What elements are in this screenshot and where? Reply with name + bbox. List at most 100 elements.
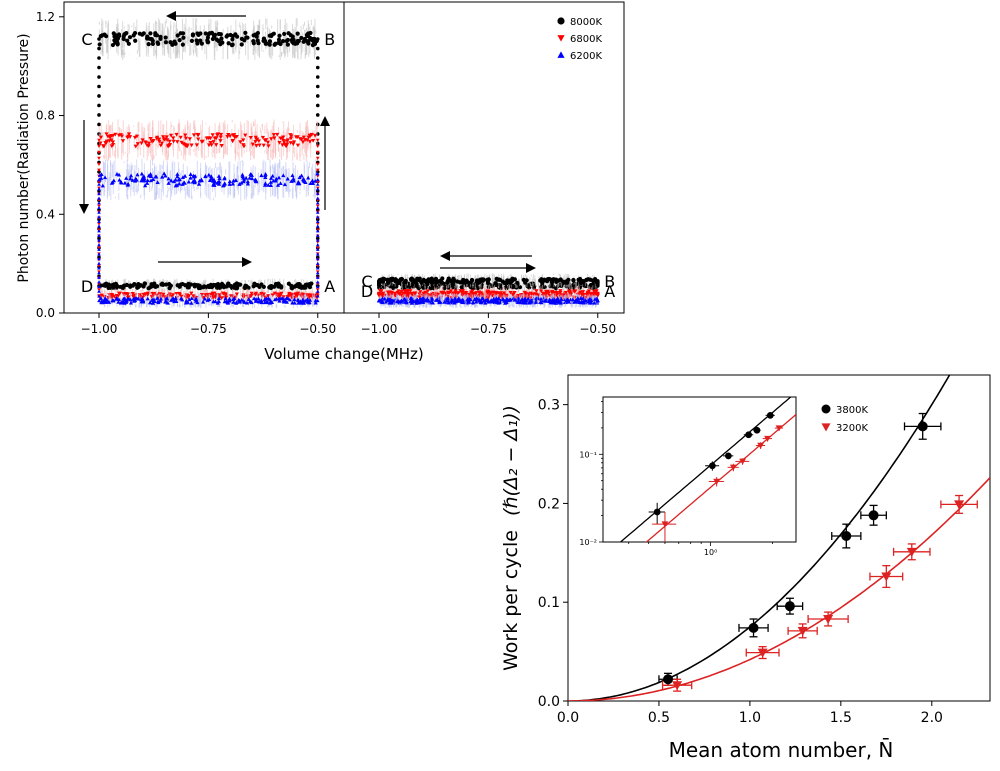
data-point <box>274 176 279 181</box>
data-point <box>400 291 406 296</box>
data-point <box>125 182 130 187</box>
data-point <box>221 183 226 188</box>
data-point <box>233 178 238 182</box>
data-point <box>285 142 290 147</box>
data-point <box>303 138 308 142</box>
data-point <box>209 174 214 179</box>
data-point <box>167 139 172 144</box>
transition-point <box>97 37 101 41</box>
data-point <box>494 291 499 295</box>
data-point <box>282 31 287 37</box>
data-point <box>124 176 129 180</box>
data-point <box>421 291 426 296</box>
data-point <box>455 279 460 284</box>
data-point <box>508 290 513 295</box>
transition-point <box>97 75 101 79</box>
data-point <box>214 136 219 140</box>
data-point <box>116 33 122 39</box>
transition-point <box>97 201 101 205</box>
data-point <box>423 290 428 295</box>
data-point <box>282 140 287 145</box>
data-point <box>192 178 197 182</box>
data-point <box>310 38 315 43</box>
transition-point <box>315 150 320 154</box>
data-point <box>183 143 188 148</box>
data-point <box>192 180 197 185</box>
data-point <box>117 291 122 296</box>
data-point <box>178 135 183 140</box>
data-point <box>218 135 223 140</box>
data-point <box>173 183 178 188</box>
data-point <box>478 277 483 282</box>
data-point <box>133 296 138 301</box>
data-point <box>122 32 127 37</box>
data-point <box>512 291 517 295</box>
data-point <box>167 285 172 291</box>
data-point <box>245 35 250 40</box>
data-point <box>132 30 138 36</box>
data-point <box>590 282 596 287</box>
data-point <box>171 136 176 141</box>
data-point <box>148 178 154 183</box>
data-point <box>206 172 211 177</box>
data-point <box>171 179 177 184</box>
data-point <box>163 35 168 40</box>
data-point <box>109 138 114 143</box>
data-point <box>199 292 204 297</box>
data-point <box>290 173 295 178</box>
transition-point <box>315 191 320 196</box>
data-point <box>213 282 218 288</box>
data-point <box>171 297 176 302</box>
data-point <box>172 39 177 44</box>
data-point <box>151 177 156 182</box>
data-point <box>469 278 475 283</box>
data-point <box>279 284 284 289</box>
data-point <box>453 289 458 294</box>
data-point <box>207 178 213 182</box>
data-point <box>200 139 205 144</box>
data-point <box>378 289 383 294</box>
data-point <box>145 181 150 185</box>
data-point <box>216 180 221 184</box>
data-point <box>268 183 273 188</box>
data-point <box>292 300 297 305</box>
transition-point <box>97 170 101 174</box>
data-point <box>276 37 282 42</box>
data-point <box>219 281 225 286</box>
data-point <box>130 178 135 182</box>
data-point <box>180 42 185 47</box>
data-point <box>253 177 258 182</box>
data-point <box>521 277 526 282</box>
transition-point <box>97 156 101 160</box>
data-point <box>98 141 103 146</box>
data-point <box>127 135 133 139</box>
data-point <box>591 293 596 297</box>
data-point <box>126 41 131 46</box>
data-point <box>578 290 583 295</box>
data-point <box>501 291 507 296</box>
transition-point <box>97 229 101 233</box>
transition-point <box>315 284 320 289</box>
data-point <box>234 300 239 304</box>
data-point <box>259 173 264 178</box>
data-point <box>288 136 294 141</box>
data-point <box>393 292 398 296</box>
data-point <box>216 174 222 178</box>
data-point <box>456 291 461 295</box>
data-point <box>305 297 310 301</box>
data-point <box>284 296 289 300</box>
data-point <box>233 282 238 287</box>
data-point <box>187 137 192 142</box>
data-point <box>397 279 402 284</box>
data-point <box>224 34 229 39</box>
data-point <box>227 298 232 303</box>
data-point <box>172 299 177 304</box>
transition-point <box>97 238 101 242</box>
data-point <box>206 32 211 37</box>
data-point <box>576 277 581 282</box>
data-point <box>124 282 129 288</box>
data-point <box>206 297 212 302</box>
data-point <box>132 298 138 303</box>
data-point <box>134 134 140 139</box>
data-point <box>103 141 108 145</box>
